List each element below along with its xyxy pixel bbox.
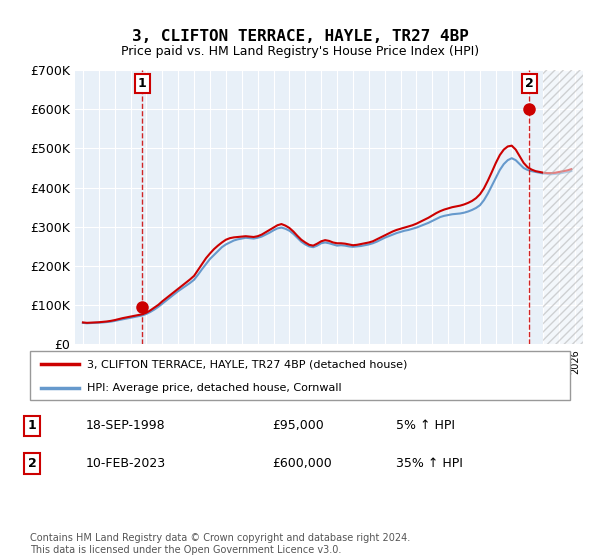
Text: 10-FEB-2023: 10-FEB-2023 [86, 457, 166, 470]
Text: 18-SEP-1998: 18-SEP-1998 [86, 419, 166, 432]
Text: 1: 1 [28, 419, 37, 432]
FancyBboxPatch shape [30, 351, 570, 400]
Text: 3, CLIFTON TERRACE, HAYLE, TR27 4BP (detached house): 3, CLIFTON TERRACE, HAYLE, TR27 4BP (det… [86, 360, 407, 370]
Bar [544, 70, 583, 344]
Text: 2: 2 [525, 77, 534, 90]
Text: 1: 1 [137, 77, 146, 90]
Text: 3, CLIFTON TERRACE, HAYLE, TR27 4BP: 3, CLIFTON TERRACE, HAYLE, TR27 4BP [131, 29, 469, 44]
Text: Price paid vs. HM Land Registry's House Price Index (HPI): Price paid vs. HM Land Registry's House … [121, 45, 479, 58]
Text: HPI: Average price, detached house, Cornwall: HPI: Average price, detached house, Corn… [86, 383, 341, 393]
Text: £95,000: £95,000 [272, 419, 323, 432]
Text: 35% ↑ HPI: 35% ↑ HPI [396, 457, 463, 470]
Text: 5% ↑ HPI: 5% ↑ HPI [396, 419, 455, 432]
Text: £600,000: £600,000 [272, 457, 332, 470]
Text: Contains HM Land Registry data © Crown copyright and database right 2024.
This d: Contains HM Land Registry data © Crown c… [30, 533, 410, 555]
Text: 2: 2 [28, 457, 37, 470]
